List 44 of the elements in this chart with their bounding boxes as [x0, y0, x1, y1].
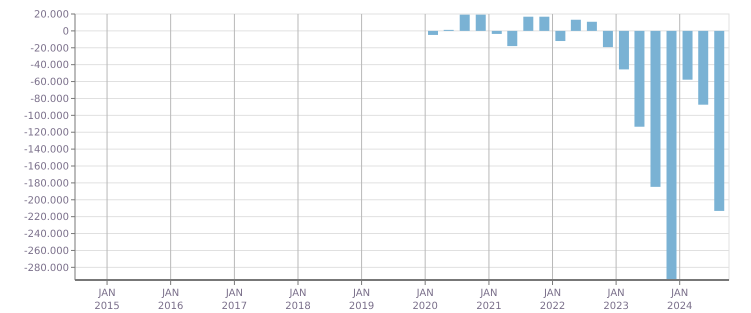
y-tick-label: -200.000 [24, 195, 69, 206]
bar [586, 22, 597, 31]
y-tick-label: -140.000 [24, 144, 69, 156]
y-tick-label: -280.000 [24, 262, 69, 274]
x-tick-label: JAN 2017 [222, 288, 248, 312]
bar [698, 30, 708, 105]
y-tick-label: -180.000 [24, 178, 69, 190]
bar [634, 30, 644, 127]
bar [650, 30, 660, 187]
y-tick-label: -120.000 [24, 128, 69, 139]
y-tick-label: 20.000 [34, 10, 69, 20]
bar [507, 30, 518, 46]
x-tick-label: JAN 2024 [666, 288, 692, 312]
bar [682, 30, 693, 80]
bar [460, 14, 470, 31]
y-tick-label: -240.000 [24, 229, 69, 240]
bar [666, 30, 677, 280]
bar [714, 30, 724, 211]
y-tick-label: -220.000 [24, 212, 69, 224]
bar [602, 30, 613, 48]
x-tick-label: JAN 2015 [94, 288, 120, 312]
y-tick-label: -40.000 [30, 60, 69, 72]
x-tick-label: JAN 2018 [285, 288, 311, 312]
x-tick-label: JAN 2021 [476, 288, 502, 312]
y-tick-label: -80.000 [30, 94, 69, 105]
y-tick-label: -60.000 [30, 77, 69, 88]
x-tick-label: JAN 2022 [540, 288, 566, 312]
bar [570, 20, 581, 31]
bar [428, 30, 438, 35]
x-tick-label: JAN 2016 [158, 288, 184, 312]
bar [539, 16, 550, 31]
y-tick-label: -20.000 [30, 43, 69, 54]
y-tick-label: -260.000 [24, 246, 69, 257]
y-tick-label: 0 [62, 26, 69, 38]
bar [476, 14, 486, 31]
x-tick-label: JAN 2020 [412, 288, 438, 312]
y-tick-label: -160.000 [24, 162, 69, 172]
bar [492, 30, 502, 34]
bar [555, 30, 566, 42]
x-tick-label: JAN 2019 [348, 288, 374, 312]
bar [523, 16, 534, 31]
bar [618, 30, 629, 70]
y-tick-label: -100.000 [24, 110, 69, 122]
x-tick-label: JAN 2023 [603, 288, 629, 312]
